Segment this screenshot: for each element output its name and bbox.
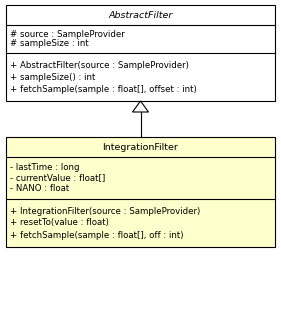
Text: + resetTo(value : float): + resetTo(value : float) — [10, 219, 109, 227]
Bar — [6, 137, 275, 247]
Text: - lastTime : long: - lastTime : long — [10, 163, 80, 172]
Text: + fetchSample(sample : float[], off : int): + fetchSample(sample : float[], off : in… — [10, 231, 183, 240]
Text: IntegrationFilter: IntegrationFilter — [103, 143, 178, 152]
Polygon shape — [133, 101, 148, 112]
Text: + AbstractFilter(source : SampleProvider): + AbstractFilter(source : SampleProvider… — [10, 61, 189, 70]
Text: # source : SampleProvider: # source : SampleProvider — [10, 30, 125, 39]
Text: - NANO : float: - NANO : float — [10, 184, 69, 193]
Text: - currentValue : float[]: - currentValue : float[] — [10, 174, 105, 182]
Text: + fetchSample(sample : float[], offset : int): + fetchSample(sample : float[], offset :… — [10, 85, 197, 93]
Text: AbstractFilter: AbstractFilter — [108, 11, 173, 19]
Text: + sampleSize() : int: + sampleSize() : int — [10, 72, 95, 81]
Text: # sampleSize : int: # sampleSize : int — [10, 39, 89, 48]
Bar — [6, 5, 275, 101]
Text: + IntegrationFilter(source : SampleProvider): + IntegrationFilter(source : SampleProvi… — [10, 206, 200, 216]
